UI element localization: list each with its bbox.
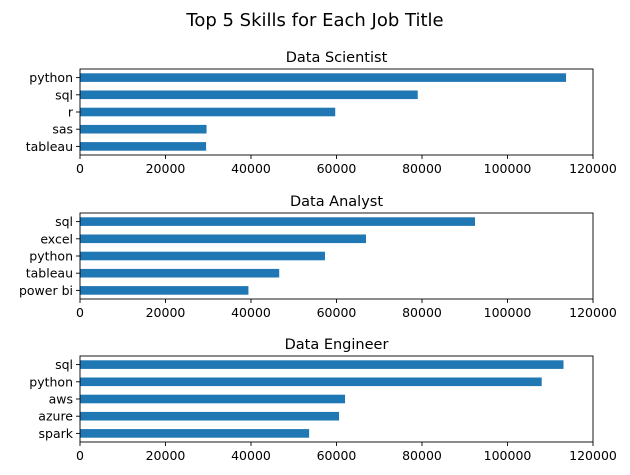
x-tick-label: 0 [76,305,84,320]
bar-sql [80,90,418,100]
x-tick-label: 0 [76,448,84,463]
y-tick-label: sql [55,357,73,372]
y-tick-label: spark [39,426,74,441]
x-tick-label: 20000 [146,161,186,176]
y-tick-label: sql [55,87,73,102]
y-tick-label: tableau [26,266,73,281]
x-tick-label: 100000 [484,305,532,320]
bar-python [80,73,567,82]
bar-tableau [80,142,207,151]
x-tick-label: 120000 [569,161,617,176]
y-tick-label: python [29,374,73,389]
bar-power-bi [80,286,249,295]
y-tick-label: sas [52,122,73,137]
bar-python [80,377,542,387]
y-tick-label: aws [49,392,73,407]
subplot-title: Data Scientist [286,50,388,66]
figure-suptitle: Top 5 Skills for Each Job Title [185,10,443,31]
x-tick-label: 40000 [231,161,271,176]
bar-azure [80,411,340,421]
x-tick-label: 60000 [317,305,357,320]
bar-spark [80,429,310,438]
bar-sas [80,124,207,134]
x-tick-label: 80000 [402,305,442,320]
y-tick-label: power bi [19,283,73,298]
x-tick-label: 60000 [317,161,357,176]
subplot-title: Data Engineer [285,337,389,353]
bar-excel [80,234,366,244]
x-tick-label: 100000 [484,161,532,176]
bar-python [80,251,325,261]
x-tick-label: 120000 [569,448,617,463]
bar-sql [80,360,564,369]
x-tick-label: 40000 [231,305,271,320]
x-tick-label: 100000 [484,448,532,463]
x-tick-label: 20000 [146,448,186,463]
subplot-title: Data Analyst [290,194,383,210]
subplot-2: Data Analyst sql excel python tableau power b… [19,194,617,320]
bar-tableau [80,268,280,278]
axes-frame [79,212,594,300]
y-tick-label: r [68,105,74,120]
x-tick-label: 40000 [231,448,271,463]
y-tick-label: python [29,70,73,85]
bar-aws [80,394,346,404]
y-tick-label: sql [55,214,73,229]
bar-r [80,107,336,117]
y-tick-label: tableau [26,139,73,154]
x-tick-label: 120000 [569,305,617,320]
x-tick-label: 80000 [402,448,442,463]
axes-frame [79,355,594,443]
x-tick-label: 80000 [402,161,442,176]
x-tick-label: 20000 [146,305,186,320]
y-tick-label: excel [40,231,73,246]
x-tick-label: 0 [76,161,84,176]
y-tick-label: azure [38,409,73,424]
bar-sql [80,217,476,226]
y-tick-label: python [29,249,73,264]
axes-frame [79,68,594,156]
x-tick-label: 60000 [317,448,357,463]
